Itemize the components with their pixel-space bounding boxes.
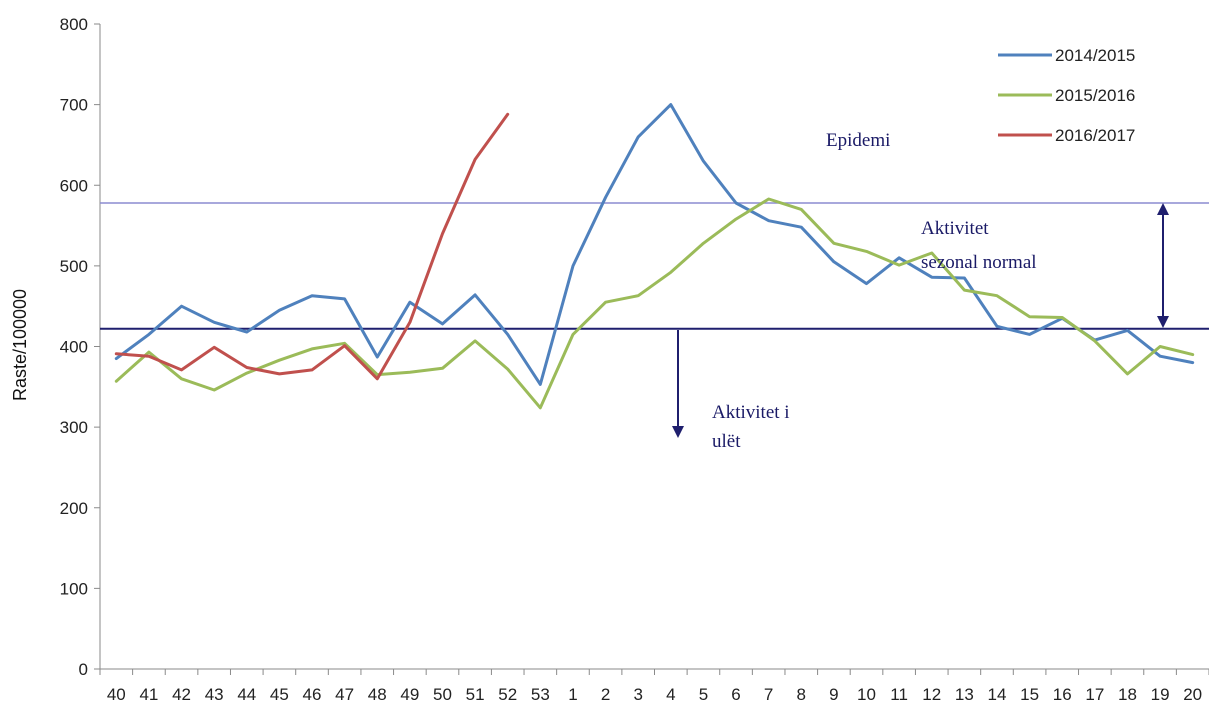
x-tick-label: 11 [890,685,908,704]
x-tick-label: 4 [666,685,675,704]
series-line [114,197,1195,410]
normal-activity-label-line1: Aktivitet [921,218,989,239]
x-tick-label: 18 [1118,685,1137,704]
series-layer [114,103,1195,410]
y-tick-label: 500 [60,257,88,276]
x-tick-label: 15 [1020,685,1039,704]
x-tick-label: 13 [955,685,974,704]
y-tick-label: 400 [60,338,88,357]
x-tick-label: 5 [699,685,708,704]
x-tick-label: 10 [857,685,876,704]
y-tick-label: 300 [60,418,88,437]
x-tick-label: 43 [205,685,224,704]
x-tick-label: 8 [797,685,806,704]
y-axis: 0 100 200 300 400 500 600 700 800 [60,15,101,679]
x-tick-label: 41 [139,685,158,704]
x-tick-label: 2 [601,685,610,704]
x-tick-label: 17 [1085,685,1104,704]
x-tick-label: 14 [988,685,1007,704]
x-tick-label: 52 [498,685,517,704]
x-tick-label: 42 [172,685,191,704]
x-tick-label: 9 [829,685,838,704]
x-tick-label: 47 [335,685,354,704]
x-tick-label: 16 [1053,685,1072,704]
y-tick-label: 800 [60,15,88,34]
x-tick-label: 45 [270,685,289,704]
x-tick-label: 51 [466,685,485,704]
x-tick-label: 12 [922,685,941,704]
y-tick-label: 0 [79,660,88,679]
low-activity-label-line2: ulët [712,431,741,452]
x-tick-label: 7 [764,685,773,704]
x-tick-label: 48 [368,685,387,704]
legend-label: 2015/2016 [1055,86,1135,105]
x-tick-label: 19 [1151,685,1170,704]
x-tick-label: 20 [1183,685,1202,704]
y-tick-label: 700 [60,96,88,115]
series-line [114,112,510,381]
y-tick-label: 600 [60,176,88,195]
y-tick-label: 100 [60,579,88,598]
x-tick-label: 53 [531,685,550,704]
x-tick-label: 46 [303,685,322,704]
y-tick-label: 200 [60,499,88,518]
x-axis: 40 41 42 43 44 45 46 47 48 49 50 51 52 53 1 2 3 4 5 6 7 8 9 10 1… [99,668,1209,704]
threshold-lines [100,202,1209,330]
normal-activity-label-line2: sezonal normal [921,252,1037,273]
x-tick-label: 49 [400,685,419,704]
x-tick-label: 44 [237,685,256,704]
low-activity-label-line1: Aktivitet i [712,402,790,423]
y-axis-label: Raste/100000 [10,289,30,401]
legend-label: 2016/2017 [1055,126,1135,145]
x-tick-label: 6 [731,685,740,704]
legend: 2014/2015 2015/2016 2016/2017 [998,46,1135,145]
x-tick-label: 3 [633,685,642,704]
x-tick-label: 50 [433,685,452,704]
series-line [114,103,1195,386]
x-tick-label: 40 [107,685,126,704]
x-tick-label: 1 [568,685,577,704]
legend-label: 2014/2015 [1055,46,1135,65]
epidemic-label: Epidemi [826,130,890,151]
